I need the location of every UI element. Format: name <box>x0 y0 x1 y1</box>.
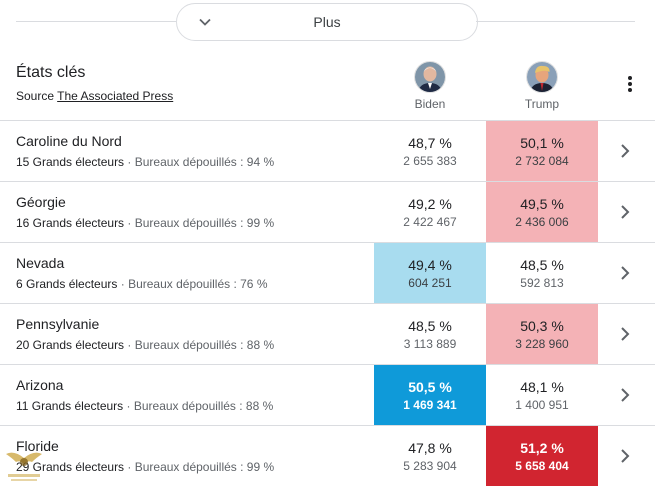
chevron-right-icon[interactable] <box>617 447 633 465</box>
trump-result-cell: 48,1 % 1 400 951 <box>486 365 598 425</box>
trump-result-cell: 50,1 % 2 732 084 <box>486 121 598 181</box>
biden-result-cell: 49,4 % 604 251 <box>374 243 486 303</box>
biden-result-cell: 49,2 % 2 422 467 <box>374 182 486 242</box>
reporting-status: Bureaux dépouillés : 88 % <box>133 399 274 413</box>
reporting-status: Bureaux dépouillés : 88 % <box>134 338 275 352</box>
more-expander: Plus <box>16 3 635 41</box>
biden-votes: 3 113 889 <box>403 337 457 351</box>
electors-count: 15 Grands électeurs <box>16 155 125 169</box>
state-name: Géorgie <box>16 194 66 210</box>
trump-votes: 592 813 <box>520 276 564 290</box>
candidate-trump: Trump <box>502 61 582 111</box>
chevron-right-icon[interactable] <box>617 264 633 282</box>
more-vert-icon[interactable] <box>620 74 640 94</box>
divider-left <box>16 21 176 22</box>
trump-avatar <box>526 61 558 93</box>
electors-count: 11 Grands électeurs <box>16 399 124 413</box>
candidate-biden: Biden <box>390 61 470 111</box>
biden-result-cell: 48,7 % 2 655 383 <box>374 121 486 181</box>
biden-result-cell: 47,8 % 5 283 904 <box>374 426 486 486</box>
states-table: Caroline du Nord 15 Grands électeurs · B… <box>0 120 655 486</box>
trump-percent: 51,2 % <box>520 440 564 456</box>
source-line: Source The Associated Press <box>16 89 173 103</box>
biden-result-cell: 50,5 % 1 469 341 <box>374 365 486 425</box>
trump-votes: 2 436 006 <box>515 215 569 229</box>
reporting-status: Bureaux dépouillés : 76 % <box>128 277 268 291</box>
state-name: Arizona <box>16 377 64 393</box>
state-row[interactable]: Arizona 11 Grands électeurs · Bureaux dé… <box>0 364 655 425</box>
chevron-right-icon[interactable] <box>617 386 633 404</box>
source-prefix: Source <box>16 89 55 103</box>
trump-votes: 3 228 960 <box>515 337 569 351</box>
trump-result-cell: 50,3 % 3 228 960 <box>486 304 598 364</box>
biden-result-cell: 48,5 % 3 113 889 <box>374 304 486 364</box>
trump-percent: 50,3 % <box>520 318 564 334</box>
biden-percent: 48,5 % <box>408 318 452 334</box>
watermark-emblem-icon <box>6 452 42 481</box>
trump-result-cell: 49,5 % 2 436 006 <box>486 182 598 242</box>
biden-percent: 47,8 % <box>408 440 452 456</box>
state-row[interactable]: Pennsylvanie 20 Grands électeurs · Burea… <box>0 303 655 364</box>
state-row[interactable]: Floride 29 Grands électeurs · Bureaux dé… <box>0 425 655 486</box>
state-meta: 15 Grands électeurs · Bureaux dépouillés… <box>16 155 275 169</box>
biden-percent: 49,2 % <box>408 196 452 212</box>
electors-count: 6 Grands électeurs <box>16 277 118 291</box>
biden-votes: 2 422 467 <box>403 215 457 229</box>
electors-count: 29 Grands électeurs <box>16 460 125 474</box>
trump-percent: 48,1 % <box>520 379 564 395</box>
biden-percent: 50,5 % <box>408 379 452 395</box>
state-meta: 11 Grands électeurs · Bureaux dépouillés… <box>16 399 274 413</box>
state-meta: 29 Grands électeurs · Bureaux dépouillés… <box>16 460 275 474</box>
trump-votes: 5 658 404 <box>515 459 569 473</box>
state-row[interactable]: Caroline du Nord 15 Grands électeurs · B… <box>0 120 655 181</box>
state-meta: 6 Grands électeurs · Bureaux dépouillés … <box>16 277 268 291</box>
state-name: Nevada <box>16 255 65 271</box>
electors-count: 16 Grands électeurs <box>16 216 125 230</box>
chevron-right-icon[interactable] <box>617 203 633 221</box>
trump-votes: 2 732 084 <box>515 154 569 168</box>
electors-count: 20 Grands électeurs <box>16 338 125 352</box>
state-meta: 20 Grands électeurs · Bureaux dépouillés… <box>16 338 275 352</box>
trump-percent: 49,5 % <box>520 196 564 212</box>
table-header: États clés Source The Associated Press B… <box>0 52 655 120</box>
reporting-status: Bureaux dépouillés : 99 % <box>134 216 275 230</box>
source-link[interactable]: The Associated Press <box>57 89 174 103</box>
chevron-right-icon[interactable] <box>617 142 633 160</box>
trump-result-cell: 48,5 % 592 813 <box>486 243 598 303</box>
biden-votes: 604 251 <box>408 276 452 290</box>
biden-name: Biden <box>414 97 446 111</box>
biden-votes: 1 469 341 <box>403 398 457 412</box>
trump-percent: 50,1 % <box>520 135 564 151</box>
reporting-status: Bureaux dépouillés : 99 % <box>134 460 275 474</box>
page-title: États clés <box>16 64 86 81</box>
biden-avatar <box>414 61 446 93</box>
state-name: Floride <box>16 438 59 454</box>
state-row[interactable]: Nevada 6 Grands électeurs · Bureaux dépo… <box>0 242 655 303</box>
more-button-label: Plus <box>313 14 341 30</box>
biden-percent: 49,4 % <box>408 257 452 273</box>
state-row[interactable]: Géorgie 16 Grands électeurs · Bureaux dé… <box>0 181 655 242</box>
biden-votes: 5 283 904 <box>403 459 457 473</box>
divider-right <box>476 21 635 22</box>
reporting-status: Bureaux dépouillés : 94 % <box>134 155 275 169</box>
biden-percent: 48,7 % <box>408 135 452 151</box>
chevron-down-icon <box>199 18 211 26</box>
state-meta: 16 Grands électeurs · Bureaux dépouillés… <box>16 216 275 230</box>
trump-result-cell: 51,2 % 5 658 404 <box>486 426 598 486</box>
chevron-right-icon[interactable] <box>617 325 633 343</box>
more-button[interactable]: Plus <box>176 3 478 41</box>
trump-name: Trump <box>524 97 560 111</box>
biden-votes: 2 655 383 <box>403 154 457 168</box>
trump-percent: 48,5 % <box>520 257 564 273</box>
state-name: Pennsylvanie <box>16 316 100 332</box>
state-name: Caroline du Nord <box>16 133 122 149</box>
trump-votes: 1 400 951 <box>515 398 569 412</box>
